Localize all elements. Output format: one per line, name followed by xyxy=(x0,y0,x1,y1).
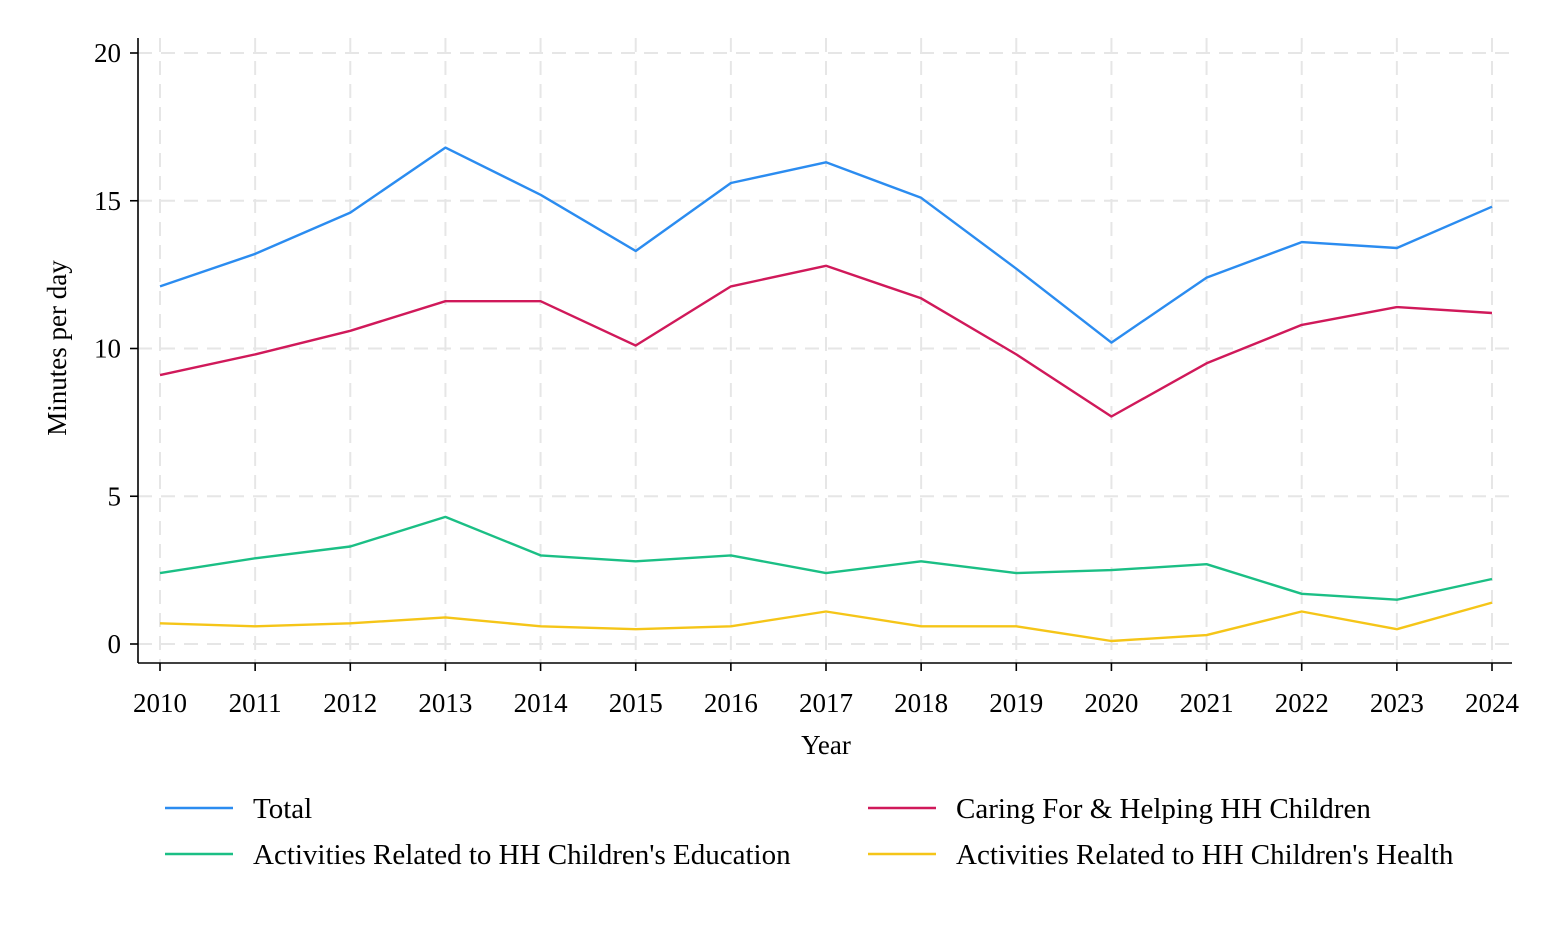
legend: Total Caring For & Helping HH Children Act… xyxy=(165,793,1454,871)
x-tick-label: 2016 xyxy=(704,688,758,718)
legend-item-0: Total xyxy=(165,793,312,825)
legend-label: Total xyxy=(253,793,312,825)
x-tick-label: 2019 xyxy=(989,688,1043,718)
legend-item-1: Caring For & Helping HH Children xyxy=(868,793,1371,825)
series-line-2 xyxy=(159,515,1493,601)
x-tick-label: 2011 xyxy=(229,688,282,718)
grid-lines xyxy=(138,38,1512,663)
x-tick-label: 2018 xyxy=(894,688,948,718)
x-tick-label: 2014 xyxy=(514,688,569,718)
x-tick-label: 2017 xyxy=(799,688,853,718)
x-tick-label: 2010 xyxy=(133,688,187,718)
y-axis-title: Minutes per day xyxy=(42,260,72,436)
series-line-3 xyxy=(159,601,1493,643)
y-tick-label: 15 xyxy=(94,186,121,216)
x-tick-label: 2020 xyxy=(1084,688,1138,718)
x-ticks: 2010 2011 2012 2013 2014 2015 2016 2017 2018 2019… xyxy=(133,663,1520,718)
y-tick-label: 0 xyxy=(108,629,122,659)
y-tick-label: 5 xyxy=(108,481,122,511)
x-tick-label: 2023 xyxy=(1370,688,1424,718)
legend-item-2: Activities Related to HH Children's Educ… xyxy=(165,839,791,871)
x-tick-label: 2013 xyxy=(418,688,472,718)
y-tick-label: 10 xyxy=(94,334,121,364)
y-tick-label: 20 xyxy=(94,38,121,68)
series-line-1 xyxy=(159,264,1493,418)
axes xyxy=(137,38,1512,664)
series-lines xyxy=(159,146,1493,643)
x-tick-label: 2012 xyxy=(323,688,377,718)
series-line-0 xyxy=(159,146,1493,344)
x-tick-label: 2015 xyxy=(609,688,663,718)
legend-label: Activities Related to HH Children's Heal… xyxy=(956,839,1454,871)
x-axis-title: Year xyxy=(801,730,851,760)
legend-label: Activities Related to HH Children's Educ… xyxy=(253,839,791,871)
legend-item-3: Activities Related to HH Children's Heal… xyxy=(868,839,1454,871)
x-tick-label: 2024 xyxy=(1465,688,1520,718)
x-tick-label: 2022 xyxy=(1275,688,1329,718)
legend-label: Caring For & Helping HH Children xyxy=(956,793,1371,825)
x-tick-label: 2021 xyxy=(1180,688,1234,718)
y-ticks: 0 5 10 15 20 xyxy=(94,38,138,659)
